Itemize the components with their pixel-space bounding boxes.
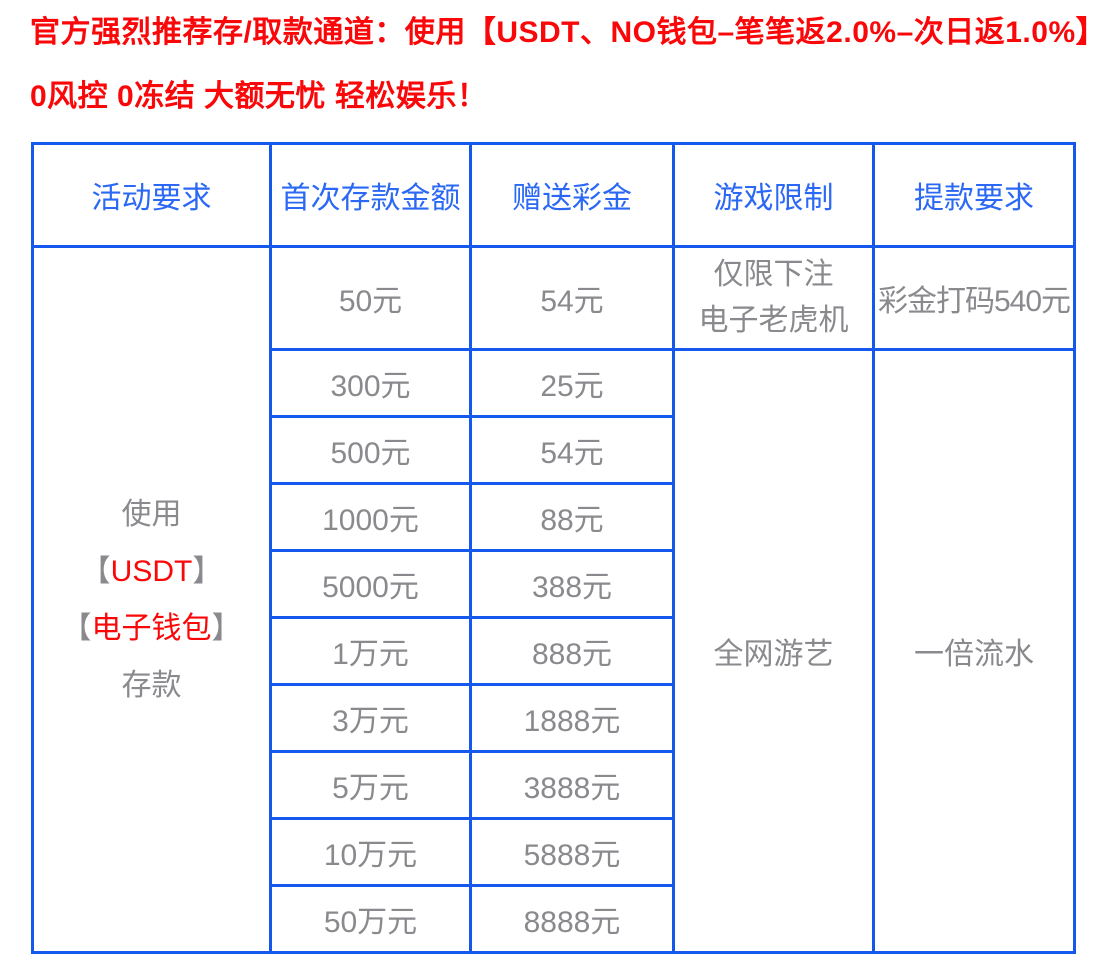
- bonus-amount-cell: 54元: [469, 415, 675, 485]
- table-row: 10万元 5888元: [33, 817, 1075, 887]
- bracket-close: 】: [192, 554, 223, 588]
- activity-suffix-text: 存款: [121, 668, 182, 702]
- deposit-amount-cell: 1万元: [269, 616, 472, 686]
- game-limit-line1: 仅限下注: [713, 258, 834, 291]
- bonus-amount-cell: 388元: [469, 549, 675, 619]
- deposit-amount-cell: 300元: [269, 348, 472, 418]
- deposit-amount-cell: 50万元: [269, 884, 472, 954]
- header-bonus: 赠送彩金: [469, 142, 675, 248]
- header-withdraw-requirement: 提款要求: [872, 142, 1076, 248]
- header-row: 活动要求 首次存款金额 赠送彩金 游戏限制 提款要求: [31, 142, 1076, 248]
- activity-line-method1: 【USDT】: [34, 543, 269, 600]
- deposit-amount-cell: 50元: [269, 245, 472, 351]
- game-limit-cell: 仅限下注 电子老虎机: [672, 245, 875, 351]
- bonus-amount-cell: 1888元: [469, 683, 675, 753]
- withdraw-requirement-cell: 彩金打码540元: [872, 245, 1076, 351]
- activity-line-suffix: 存款: [34, 657, 269, 714]
- table-row: 300元 25元 全网游艺 一倍流水: [33, 348, 1076, 954]
- bonus-amount-cell: 888元: [469, 616, 675, 686]
- bonus-amount-cell: 25元: [469, 348, 675, 418]
- activity-line-method2: 【电子钱包】: [34, 600, 269, 657]
- header-game-limit: 游戏限制: [672, 142, 875, 248]
- promo-banner: 官方强烈推荐存/取款通道：使用【USDT、NO钱包–笔笔返2.0%–次日返1.0…: [0, 0, 1104, 116]
- bracket-open: 【: [80, 554, 111, 588]
- table-row: 3万元 1888元: [33, 683, 1075, 753]
- table-row: 5万元 3888元: [33, 750, 1075, 820]
- deposit-amount-cell: 5000元: [269, 549, 472, 619]
- deposit-amount-cell: 1000元: [269, 482, 472, 552]
- bracket-close: 】: [211, 611, 242, 645]
- banner-line-1: 官方强烈推荐存/取款通道：使用【USDT、NO钱包–笔笔返2.0%–次日返1.0…: [30, 16, 1104, 49]
- table-row: 50万元 8888元: [33, 884, 1075, 954]
- bonus-amount-cell: 5888元: [469, 817, 675, 887]
- table-row: 5000元 388元: [33, 549, 1075, 619]
- activity-prefix-text: 使用: [121, 497, 182, 531]
- table-row: 1万元 888元: [33, 616, 1075, 686]
- bracket-open: 【: [61, 611, 92, 645]
- activity-line-prefix: 使用: [34, 486, 269, 543]
- banner-line-2: 0风控 0冻结 大额无忧 轻松娱乐！: [30, 80, 488, 113]
- activity-method2-text: 电子钱包: [91, 611, 212, 645]
- deposit-amount-cell: 500元: [269, 415, 472, 485]
- bonus-amount-cell: 54元: [469, 245, 675, 351]
- bonus-amount-cell: 3888元: [469, 750, 675, 820]
- withdraw-merged-cell: 一倍流水: [872, 348, 1076, 954]
- table-row: 1000元 88元: [33, 482, 1075, 552]
- bonus-amount-cell: 88元: [469, 482, 675, 552]
- game-limit-merged-cell: 全网游艺: [672, 348, 875, 954]
- activity-method1-text: USDT: [110, 554, 193, 588]
- table-row: 500元 54元: [33, 415, 1075, 485]
- deposit-amount-cell: 3万元: [269, 683, 472, 753]
- bonus-amount-cell: 8888元: [469, 884, 675, 954]
- game-limit-line2: 电子老虎机: [698, 304, 849, 337]
- deposit-amount-cell: 5万元: [269, 750, 472, 820]
- header-activity-requirement: 活动要求: [31, 142, 272, 248]
- activity-requirement-cell: 使用 【USDT】 【电子钱包】 存款: [31, 245, 272, 954]
- header-first-deposit-amount: 首次存款金额: [269, 142, 472, 248]
- promo-table: 活动要求 首次存款金额 赠送彩金 游戏限制 提款要求 使用 【USDT】 【电子…: [31, 142, 1076, 954]
- deposit-amount-cell: 10万元: [269, 817, 472, 887]
- table-row: 使用 【USDT】 【电子钱包】 存款 50元 54元 仅限下注 电子老虎机 彩…: [31, 245, 1076, 954]
